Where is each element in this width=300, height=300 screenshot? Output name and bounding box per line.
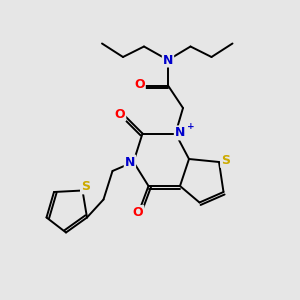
Text: O: O (133, 206, 143, 219)
Text: O: O (134, 77, 145, 91)
Text: S: S (81, 180, 90, 194)
Text: S: S (221, 154, 230, 167)
Text: O: O (115, 107, 125, 121)
Text: N: N (163, 53, 173, 67)
Text: N: N (175, 126, 185, 140)
Text: +: + (187, 122, 195, 131)
Text: N: N (125, 155, 135, 169)
